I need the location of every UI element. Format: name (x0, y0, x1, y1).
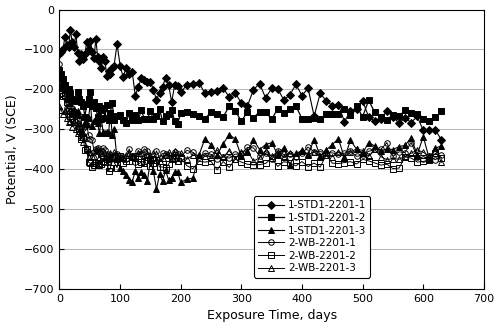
2-WB-2201-2 (109, 155, 115, 159)
2-WB-2201-1 (148, 157, 154, 161)
2-WB-2201-1 (80, 126, 86, 130)
2-WB-2201-2 (402, 155, 408, 159)
2-WB-2201-2 (82, 148, 88, 152)
2-WB-2201-1 (178, 154, 184, 158)
Line: 1-STD1-2201-2: 1-STD1-2201-2 (56, 67, 445, 127)
2-WB-2201-1 (168, 154, 174, 158)
Line: 1-STD1-2201-3: 1-STD1-2201-3 (56, 67, 445, 193)
1-STD1-2201-2 (438, 109, 444, 113)
1-STD1-2201-1 (396, 121, 402, 125)
1-STD1-2201-2 (80, 104, 86, 108)
1-STD1-2201-2 (174, 122, 180, 126)
1-STD1-2201-2 (106, 118, 112, 122)
2-WB-2201-3 (168, 156, 174, 160)
1-STD1-2201-3 (154, 187, 160, 191)
1-STD1-2201-1 (108, 72, 114, 76)
1-STD1-2201-2 (166, 112, 172, 116)
1-STD1-2201-1 (178, 90, 184, 94)
Y-axis label: Potential, V (SCE): Potential, V (SCE) (6, 94, 18, 204)
1-STD1-2201-3 (438, 144, 444, 148)
1-STD1-2201-2 (396, 114, 402, 118)
1-STD1-2201-3 (144, 179, 150, 183)
1-STD1-2201-3 (178, 180, 184, 184)
2-WB-2201-2 (438, 156, 444, 160)
1-STD1-2201-1 (68, 28, 73, 32)
Line: 2-WB-2201-2: 2-WB-2201-2 (56, 90, 445, 174)
2-WB-2201-1 (106, 159, 112, 163)
Line: 1-STD1-2201-1: 1-STD1-2201-1 (56, 27, 444, 143)
1-STD1-2201-1 (148, 80, 154, 84)
Line: 2-WB-2201-1: 2-WB-2201-1 (56, 62, 444, 165)
1-STD1-2201-2 (144, 117, 150, 121)
1-STD1-2201-3 (56, 68, 62, 72)
2-WB-2201-2 (106, 169, 112, 173)
2-WB-2201-2 (172, 156, 177, 160)
1-STD1-2201-3 (396, 145, 402, 149)
2-WB-2201-2 (184, 164, 190, 168)
1-STD1-2201-1 (438, 138, 444, 142)
1-STD1-2201-3 (80, 131, 86, 135)
2-WB-2201-2 (150, 161, 156, 165)
1-STD1-2201-1 (82, 52, 88, 56)
2-WB-2201-1 (56, 62, 62, 66)
Legend: 1-STD1-2201-1, 1-STD1-2201-2, 1-STD1-2201-3, 2-WB-2201-1, 2-WB-2201-2, 2-WB-2201: 1-STD1-2201-1, 1-STD1-2201-2, 1-STD1-220… (254, 196, 370, 277)
X-axis label: Exposure Time, days: Exposure Time, days (206, 309, 336, 322)
2-WB-2201-3 (396, 157, 402, 161)
2-WB-2201-1 (396, 150, 402, 154)
2-WB-2201-2 (56, 92, 62, 96)
1-STD1-2201-3 (168, 176, 174, 180)
2-WB-2201-1 (132, 160, 138, 164)
2-WB-2201-3 (80, 140, 86, 144)
2-WB-2201-3 (56, 104, 62, 108)
2-WB-2201-3 (178, 152, 184, 155)
2-WB-2201-3 (438, 160, 444, 164)
1-STD1-2201-1 (56, 52, 62, 56)
1-STD1-2201-2 (178, 111, 184, 115)
Line: 2-WB-2201-3: 2-WB-2201-3 (56, 102, 445, 166)
1-STD1-2201-1 (168, 100, 174, 104)
2-WB-2201-1 (438, 154, 444, 157)
2-WB-2201-3 (142, 161, 148, 165)
2-WB-2201-3 (106, 156, 112, 160)
1-STD1-2201-2 (56, 68, 62, 72)
2-WB-2201-3 (148, 154, 154, 157)
2-WB-2201-2 (58, 91, 64, 95)
1-STD1-2201-3 (106, 131, 112, 135)
